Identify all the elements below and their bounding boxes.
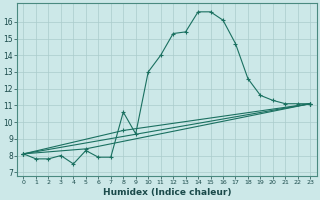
X-axis label: Humidex (Indice chaleur): Humidex (Indice chaleur) <box>103 188 231 197</box>
